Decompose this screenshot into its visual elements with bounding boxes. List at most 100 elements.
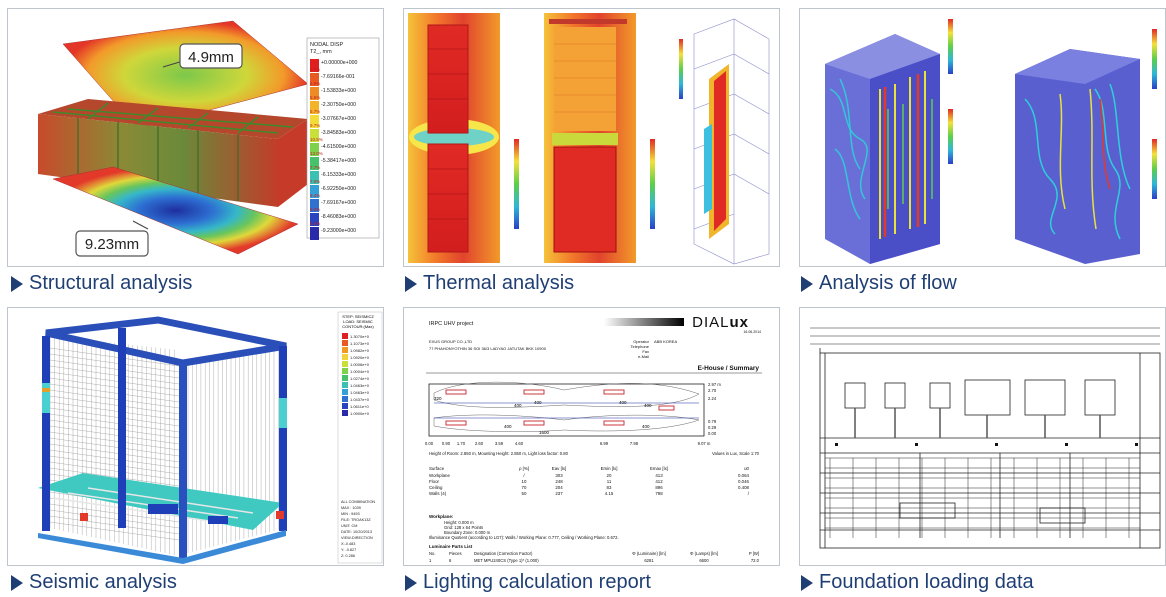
seismic-legend-swatch: [342, 347, 348, 353]
caption-foundation: Foundation loading data: [801, 571, 1034, 594]
svg-text:Telephone: Telephone: [631, 344, 650, 349]
legend-swatch: [310, 227, 319, 240]
table-cell: 204: [555, 485, 563, 490]
seismic-legend-swatch: [342, 354, 348, 360]
report-header-gradient: [604, 318, 684, 326]
arrow-icon: [11, 574, 23, 591]
table-cell: Ceiling: [429, 485, 443, 490]
table-cell: 413: [655, 473, 663, 478]
legend-value: -4.61500e+000: [321, 144, 356, 150]
seismic-legend-value: 1.0900e+0: [350, 411, 370, 416]
workplane-title: Workplane:: [429, 514, 454, 519]
seismic-legend-swatch: [342, 396, 348, 402]
parts-title: Luminaire Parts List: [429, 544, 473, 549]
arrow-icon: [405, 275, 417, 292]
table-header: Emin [lx]: [601, 466, 618, 471]
table-cell: 303: [555, 473, 563, 478]
flow-analysis-panel: [799, 8, 1166, 267]
svg-text:Operator: Operator: [633, 339, 649, 344]
parts-cell: 6281: [644, 558, 654, 563]
parts-header: No.: [429, 551, 436, 556]
seismic-legend-header-3: CONTOUR:(Max): [342, 324, 374, 329]
caption-thermal: Thermal analysis: [405, 272, 574, 295]
x-tick: 3.59: [495, 441, 504, 446]
table-cell: 248: [555, 479, 563, 484]
legend-percent: 8.0%: [310, 67, 320, 72]
legend-percent: 7.7%: [310, 165, 320, 170]
legend-value: -5.38417e+000: [321, 158, 356, 164]
table-header: Surface: [429, 466, 445, 471]
svg-text:Height: 0.000 m: Height: 0.000 m: [444, 520, 474, 525]
parts-header: Designation (Correction Factor): [474, 551, 533, 556]
seismic-legend-value: 1.0006e+0: [350, 362, 370, 367]
legend-percent: 7.0%: [310, 179, 320, 184]
flow-analysis-image: [800, 9, 1165, 266]
svg-text:400: 400: [504, 424, 512, 429]
caption-flow: Analysis of flow: [801, 272, 957, 295]
parts-header: P [W]: [749, 551, 759, 556]
seismic-legend-swatch: [342, 389, 348, 395]
caption-lighting: Lighting calculation report: [405, 571, 651, 594]
svg-text:400: 400: [619, 400, 627, 405]
table-cell: 798: [655, 491, 663, 496]
arrow-icon: [801, 275, 813, 292]
svg-text:ABB KOREA: ABB KOREA: [654, 339, 677, 344]
svg-text:e-Mail: e-Mail: [638, 354, 649, 359]
svg-text:400: 400: [642, 424, 650, 429]
seismic-legend: STEP: SEISMICZ LOAD: SEISMIC CONTOUR:(Ma…: [337, 311, 383, 564]
lighting-report-document: IRPC UHV project DIALux 16.06.2014 EXUS …: [404, 308, 779, 565]
legend-value: -3.07667e+000: [321, 116, 356, 122]
seismic-info-line: Y: -0.827: [341, 548, 356, 552]
parts-cell: 6600: [699, 558, 709, 563]
legend-value: -6.92250e+000: [321, 186, 356, 192]
legend-swatch: [310, 59, 319, 72]
table-cell: 10: [522, 479, 527, 484]
svg-text:Grid: 128 x 64 Points: Grid: 128 x 64 Points: [444, 525, 483, 530]
table-cell: Walls (4): [429, 491, 447, 496]
y-tick: 2.24: [708, 396, 717, 401]
seismic-legend-swatch: [342, 375, 348, 381]
svg-text:400: 400: [644, 403, 652, 408]
table-cell: 896: [655, 485, 663, 490]
parts-header: Pieces: [449, 551, 462, 556]
thermal-analysis-panel: [403, 8, 780, 267]
table-cell: 0.046: [738, 479, 750, 484]
seismic-info-line: MAX : 1039: [341, 506, 361, 510]
seismic-legend-value: 1.0463e+0: [350, 390, 370, 395]
seismic-legend-header-2: LOAD: SEISMIC: [343, 319, 373, 324]
parts-header: Φ (Luminaire) [lm]: [632, 551, 666, 556]
legend-value: -8.46083e+000: [321, 214, 356, 220]
table-cell: 11: [607, 479, 612, 484]
parts-cell: 1: [429, 558, 432, 563]
x-tick: 0.90: [442, 441, 451, 446]
seismic-legend-value: 1.0274e+0: [350, 376, 370, 381]
y-tick: 2.70: [708, 388, 717, 393]
parts-cell: MET MPU240CS (Type 1)* (1.000): [474, 558, 539, 563]
legend-title: NODAL DISP: [310, 42, 343, 48]
seismic-legend-value: 1.1073e+0: [350, 341, 370, 346]
structural-analysis-image: 4.9mm 9.23mm NODAL DISP T2_, mm +0.00000…: [38, 20, 380, 257]
table-cell: /: [748, 491, 750, 496]
legend-swatch: [310, 213, 319, 226]
legend-percent: 8.2%: [310, 221, 320, 226]
table-cell: 0.064: [738, 473, 750, 478]
x-tick: 7.98: [630, 441, 639, 446]
table-cell: 70: [522, 485, 527, 490]
legend-value: -3.84583e+000: [321, 130, 356, 136]
legend-swatch: [310, 185, 319, 198]
table-cell: 20: [607, 473, 612, 478]
legend-swatch: [310, 115, 319, 128]
seismic-legend-swatch: [342, 403, 348, 409]
legend-percent: 6.9%: [310, 81, 320, 86]
legend-percent: 9.7%: [310, 123, 320, 128]
legend-subtitle: T2_, mm: [310, 49, 332, 55]
table-cell: Floor: [429, 479, 440, 484]
parts-cell: 72.0: [751, 558, 760, 563]
legend-percent: 9.4%: [310, 193, 320, 198]
report-date: 16.06.2014: [743, 330, 761, 334]
caption-text: Seismic analysis: [29, 571, 177, 593]
table-header: Eav [lx]: [552, 466, 566, 471]
seismic-legend-swatch: [342, 361, 348, 367]
caption-text: Lighting calculation report: [423, 571, 651, 593]
x-tick: 9.07 m: [698, 441, 711, 446]
